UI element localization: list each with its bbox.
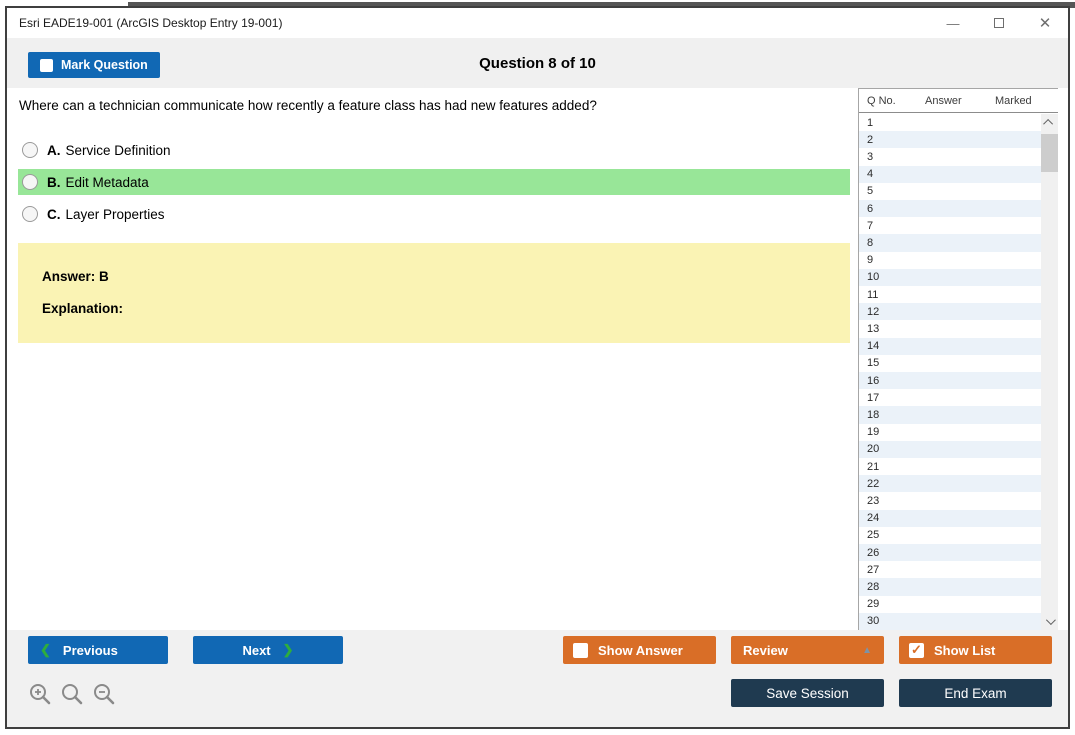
question-list-row[interactable]: 25 bbox=[859, 526, 1041, 545]
question-list-row[interactable]: 11 bbox=[859, 286, 1041, 304]
question-list-row[interactable]: 3 bbox=[859, 148, 1041, 166]
previous-button[interactable]: ❮ Previous bbox=[28, 636, 168, 664]
question-list-row[interactable]: 28 bbox=[859, 578, 1041, 596]
question-list-row[interactable]: 7 bbox=[859, 217, 1041, 235]
option-label: Service Definition bbox=[65, 142, 171, 158]
question-list-row[interactable]: 24 bbox=[859, 509, 1041, 527]
scroll-up-icon[interactable] bbox=[1041, 114, 1058, 131]
show-answer-checkbox-icon[interactable] bbox=[573, 642, 588, 658]
explanation-label: Explanation: bbox=[42, 301, 124, 316]
column-qno: Q No. bbox=[867, 95, 896, 107]
question-list-row[interactable]: 12 bbox=[859, 303, 1041, 321]
previous-label: Previous bbox=[62, 642, 118, 658]
question-text: Where can a technician communicate how r… bbox=[19, 98, 597, 113]
question-list-scrollbar[interactable] bbox=[1041, 114, 1058, 630]
title-bar: Esri EADE19-001 (ArcGIS Desktop Entry 19… bbox=[7, 8, 1068, 38]
next-chevron-icon: ❯ bbox=[282, 642, 294, 657]
question-list-row[interactable]: 21 bbox=[859, 458, 1041, 476]
show-answer-button[interactable]: Show Answer bbox=[563, 636, 716, 664]
question-list-row[interactable]: 5 bbox=[859, 182, 1041, 201]
next-button[interactable]: Next ❯ bbox=[193, 636, 343, 664]
answer-option[interactable]: C. Layer Properties bbox=[18, 201, 850, 227]
question-list-row[interactable]: 13 bbox=[859, 320, 1041, 338]
background-window-edge bbox=[128, 2, 1075, 8]
option-label: Layer Properties bbox=[65, 206, 165, 222]
save-session-label: Save Session bbox=[766, 685, 849, 701]
option-letter: C. bbox=[47, 206, 61, 222]
show-list-checkbox-icon[interactable]: ✓ bbox=[909, 642, 924, 658]
answer-label: Answer: B bbox=[42, 269, 109, 284]
question-list-row[interactable]: 2 bbox=[859, 131, 1041, 149]
question-list-row[interactable]: 17 bbox=[859, 389, 1041, 407]
question-counter: Question 8 of 10 bbox=[479, 54, 596, 72]
maximize-icon[interactable] bbox=[976, 8, 1022, 38]
radio-button-icon[interactable] bbox=[22, 174, 38, 190]
question-list-row[interactable]: 29 bbox=[859, 595, 1041, 613]
option-letter: A. bbox=[47, 142, 61, 158]
question-list-row[interactable]: 6 bbox=[859, 200, 1041, 218]
question-header-bar: Question 8 of 10 Mark Question bbox=[7, 38, 1068, 88]
exam-window: Esri EADE19-001 (ArcGIS Desktop Entry 19… bbox=[5, 6, 1070, 729]
question-list-row[interactable]: 19 bbox=[859, 423, 1041, 441]
mark-question-label: Mark Question bbox=[61, 58, 148, 72]
show-list-label: Show List bbox=[934, 642, 996, 658]
column-marked: Marked bbox=[995, 95, 1032, 107]
save-session-button[interactable]: Save Session bbox=[731, 679, 884, 707]
question-list-row[interactable]: 26 bbox=[859, 544, 1041, 562]
scrollbar-thumb[interactable] bbox=[1041, 134, 1058, 172]
answer-option[interactable]: A. Service Definition bbox=[18, 137, 850, 163]
question-list-row[interactable]: 16 bbox=[859, 372, 1041, 390]
question-list-row[interactable]: 10 bbox=[859, 268, 1041, 287]
question-list-row[interactable]: 9 bbox=[859, 251, 1041, 269]
show-list-button[interactable]: ✓ Show List bbox=[899, 636, 1052, 664]
question-list-panel: Q No. Answer Marked 1 2 3 4 5 6 7 8 9 10 11 12 13 14 1… bbox=[858, 88, 1058, 631]
question-list-row[interactable]: 22 bbox=[859, 475, 1041, 493]
question-list-row[interactable]: 30 bbox=[859, 612, 1041, 631]
question-list-row[interactable]: 27 bbox=[859, 561, 1041, 579]
question-list-body: 1 2 3 4 5 6 7 8 9 10 11 12 13 14 15 16 17 18 19 20 21 22 23 24 2… bbox=[859, 114, 1041, 631]
zoom-reset-icon[interactable] bbox=[60, 682, 85, 707]
option-letter: B. bbox=[47, 174, 61, 190]
options-list: A. Service Definition B. Edit Metadata C. Lay… bbox=[18, 137, 850, 233]
answer-option[interactable]: B. Edit Metadata bbox=[18, 169, 850, 195]
next-label: Next bbox=[242, 642, 271, 658]
question-list-row[interactable]: 1 bbox=[859, 114, 1041, 132]
question-list-row[interactable]: 8 bbox=[859, 234, 1041, 252]
footer-bar: ❮ Previous Next ❯ Show Answer Review ▲ ✓… bbox=[7, 630, 1068, 727]
question-list-row[interactable]: 23 bbox=[859, 492, 1041, 510]
question-list-header: Q No. Answer Marked bbox=[859, 89, 1058, 113]
answer-explanation-box: Answer: B Explanation: bbox=[18, 243, 850, 343]
radio-button-icon[interactable] bbox=[22, 206, 38, 222]
zoom-out-icon[interactable] bbox=[92, 682, 117, 707]
mark-question-button[interactable]: Mark Question bbox=[28, 52, 160, 78]
end-exam-label: End Exam bbox=[944, 685, 1007, 701]
question-list-row[interactable]: 15 bbox=[859, 354, 1041, 373]
question-list-row[interactable]: 20 bbox=[859, 440, 1041, 459]
question-list-row[interactable]: 18 bbox=[859, 406, 1041, 424]
question-list-row[interactable]: 4 bbox=[859, 165, 1041, 183]
option-label: Edit Metadata bbox=[65, 174, 149, 190]
zoom-in-icon[interactable] bbox=[28, 682, 53, 707]
window-title: Esri EADE19-001 (ArcGIS Desktop Entry 19… bbox=[19, 16, 283, 30]
close-icon[interactable]: ✕ bbox=[1038, 15, 1052, 32]
review-button[interactable]: Review ▲ bbox=[731, 636, 884, 664]
column-answer: Answer bbox=[925, 95, 962, 107]
window-controls: — ✕ bbox=[930, 8, 1068, 38]
scroll-down-icon[interactable] bbox=[1041, 613, 1058, 630]
review-dropdown-arrow-icon: ▲ bbox=[862, 644, 872, 656]
question-list-row[interactable]: 14 bbox=[859, 337, 1041, 355]
mark-question-checkbox-icon[interactable] bbox=[40, 58, 53, 72]
minimize-icon[interactable]: — bbox=[946, 15, 960, 31]
end-exam-button[interactable]: End Exam bbox=[899, 679, 1052, 707]
previous-chevron-icon: ❮ bbox=[40, 642, 51, 657]
radio-button-icon[interactable] bbox=[22, 142, 38, 158]
show-answer-label: Show Answer bbox=[598, 642, 683, 658]
zoom-toolbar bbox=[28, 682, 117, 707]
review-label: Review bbox=[743, 642, 788, 658]
question-content-area: Where can a technician communicate how r… bbox=[7, 88, 1068, 631]
